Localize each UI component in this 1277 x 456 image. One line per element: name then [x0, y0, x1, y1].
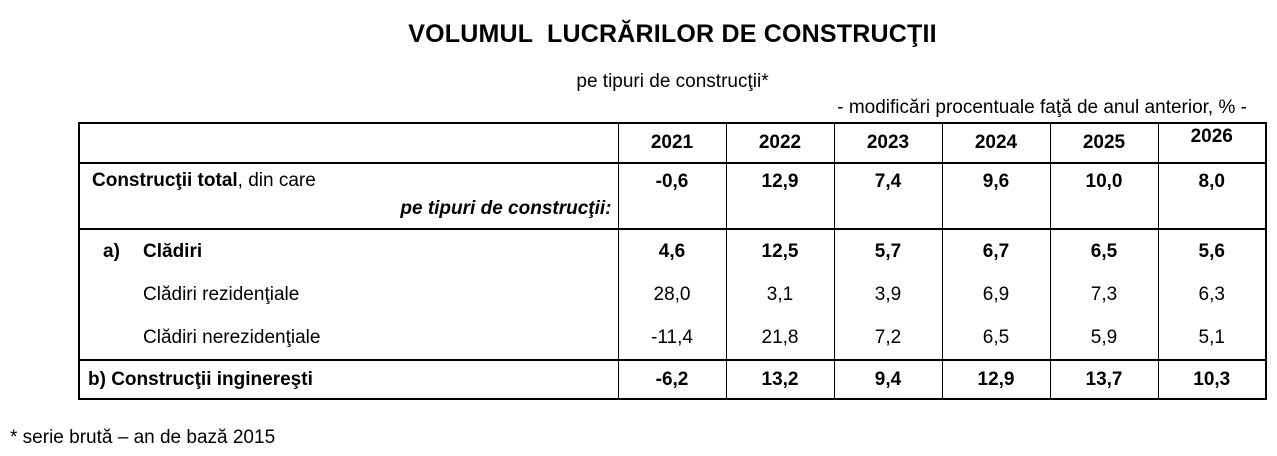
- row-label: Clădiri rezidenţiale: [143, 283, 300, 305]
- table-row-constructii-ingineresti: b) Construcţii inginereşti -6,2 13,2 9,4…: [79, 360, 1266, 399]
- value-cell: 7,4: [833, 163, 942, 230]
- table-header-row: 2021 2022 2023 2024 2025 2026: [79, 123, 1266, 164]
- value-cell: 4,6: [617, 229, 726, 273]
- unit-note: - modificări procentuale faţă de anul an…: [837, 97, 1247, 118]
- value-cell: 9,4: [833, 360, 942, 399]
- value-cell: 10,3: [1157, 360, 1266, 399]
- page-subtitle: pe tipuri de construcţii*: [576, 71, 769, 92]
- value-cell: 5,6: [1157, 229, 1266, 273]
- footnote: * serie brută – an de bază 2015: [10, 427, 276, 448]
- row-label: Construcţii total, din care pe tipuri de…: [79, 163, 618, 230]
- value-cell: 6,9: [941, 273, 1050, 316]
- year-header: 2026: [1157, 123, 1266, 164]
- value-cell: 7,2: [833, 316, 942, 361]
- year-header: 2024: [941, 123, 1050, 164]
- value-cell: 12,9: [725, 163, 834, 230]
- value-cell: 13,7: [1049, 360, 1158, 399]
- year-header: 2025: [1049, 123, 1158, 164]
- value-cell: 6,5: [1049, 229, 1158, 273]
- value-cell: 3,9: [833, 273, 942, 316]
- empty-header-cell: [79, 123, 618, 164]
- table-row-cladiri-nerezidentiale: Clădiri nerezidenţiale -11,4 21,8 7,2 6,…: [79, 316, 1266, 361]
- table-row-cladiri-rezidentiale: Clădiri rezidenţiale 28,0 3,1 3,9 6,9 7,…: [79, 273, 1266, 316]
- value-cell: 12,9: [941, 360, 1050, 399]
- year-header: 2022: [725, 123, 834, 164]
- value-cell: 9,6: [941, 163, 1050, 230]
- row-label-prefix: a): [103, 240, 120, 262]
- value-cell: 5,1: [1157, 316, 1266, 361]
- row-label-text: Clădiri: [143, 240, 203, 262]
- value-cell: 5,7: [833, 229, 942, 273]
- value-cell: 5,9: [1049, 316, 1158, 361]
- value-cell: 3,1: [725, 273, 834, 316]
- value-cell: 7,3: [1049, 273, 1158, 316]
- value-cell: 13,2: [725, 360, 834, 399]
- value-cell: 10,0: [1049, 163, 1158, 230]
- value-cell: 28,0: [617, 273, 726, 316]
- row-label: a) Clădiri: [79, 229, 618, 273]
- value-cell: -6,2: [617, 360, 726, 399]
- row-sub-label: pe tipuri de construcţii:: [400, 198, 612, 219]
- value-cell: 21,8: [725, 316, 834, 361]
- content-block: VOLUMUL LUCRĂRILOR DE CONSTRUCŢII pe tip…: [78, 20, 1267, 400]
- page-title: VOLUMUL LUCRĂRILOR DE CONSTRUCŢII: [408, 20, 937, 48]
- row-label: Clădiri nerezidenţiale: [79, 316, 618, 361]
- row-label-line1: Construcţii total, din care: [80, 164, 618, 195]
- value-cell: 12,5: [725, 229, 834, 273]
- row-label-rest: , din care: [237, 170, 316, 191]
- value-cell: -0,6: [617, 163, 726, 230]
- value-cell: 6,7: [941, 229, 1050, 273]
- document-page: VOLUMUL LUCRĂRILOR DE CONSTRUCŢII pe tip…: [0, 20, 1277, 456]
- year-header: 2021: [617, 123, 726, 164]
- row-label-bold: Construcţii total: [92, 170, 238, 191]
- value-cell: 8,0: [1157, 163, 1266, 230]
- construction-volume-table: 2021 2022 2023 2024 2025 2026 Construcţi…: [78, 122, 1267, 400]
- table-row-cladiri: a) Clădiri 4,6 12,5 5,7 6,7 6,5 5,6: [79, 229, 1266, 273]
- row-label: b) Construcţii inginereşti: [88, 368, 313, 390]
- value-cell: -11,4: [617, 316, 726, 361]
- year-header: 2023: [833, 123, 942, 164]
- value-cell: 6,5: [941, 316, 1050, 361]
- value-cell: 6,3: [1157, 273, 1266, 316]
- table-row-constructii-total: Construcţii total, din care pe tipuri de…: [79, 163, 1266, 230]
